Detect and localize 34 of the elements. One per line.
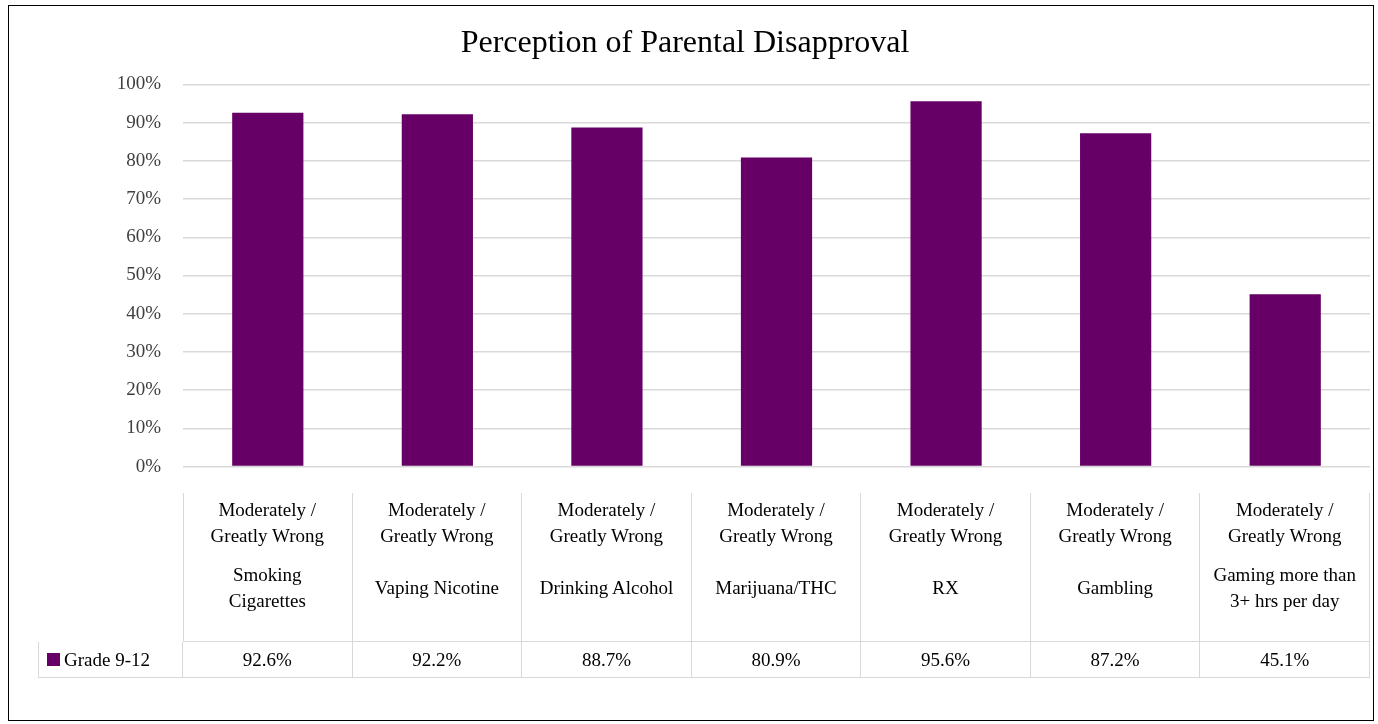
y-tick-label: 70% [126,187,162,209]
x-tick-label: Moderately / Greatly Wrong Gaming more than 3+ hrs per day [1212,498,1357,613]
y-tick-label: 90% [126,110,162,132]
y-tick-label: 40% [126,301,162,323]
data-label: 92.2% [352,642,523,678]
legend-label: Grade 9-12 [64,647,150,672]
data-label: 87.2% [1030,642,1201,678]
category-label: Moderately / Greatly Wrong Marijuana/THC [715,499,837,598]
category-label: Moderately / Greatly Wrong Vaping Nicotine [374,499,499,598]
y-tick-label: 20% [126,378,162,400]
y-tick-label: 10% [126,416,162,438]
y-tick-label: 50% [126,263,162,285]
bar [1249,294,1321,466]
y-tick-label: 0% [135,454,162,476]
bar [1080,133,1152,466]
data-label: 45.1% [1200,642,1370,678]
bar [740,157,813,466]
category-label: Moderately / Greatly Wrong Drinking Alcohol [539,499,674,598]
bar [401,114,473,466]
y-tick-label: 80% [126,148,162,170]
y-tick-label: 100% [116,72,162,94]
data-label: 80.9% [691,642,862,678]
data-label: 88.7% [522,642,692,678]
y-tick-label: 60% [126,225,162,247]
category-label: Moderately / Greatly Wrong Gambling [1058,499,1172,598]
data-label: 95.6% [861,642,1031,678]
x-tick-label: Moderately / Greatly Wrong Smoking Cigarettes [209,498,325,613]
category-label: Moderately / Greatly Wrong RX [888,499,1003,598]
data-label: 92.6% [183,642,353,678]
chart-title: Perception of Parental Disapproval [460,22,910,59]
y-tick-label: 30% [126,339,162,361]
bar [232,112,304,466]
bar [910,101,982,466]
bar [571,127,643,466]
